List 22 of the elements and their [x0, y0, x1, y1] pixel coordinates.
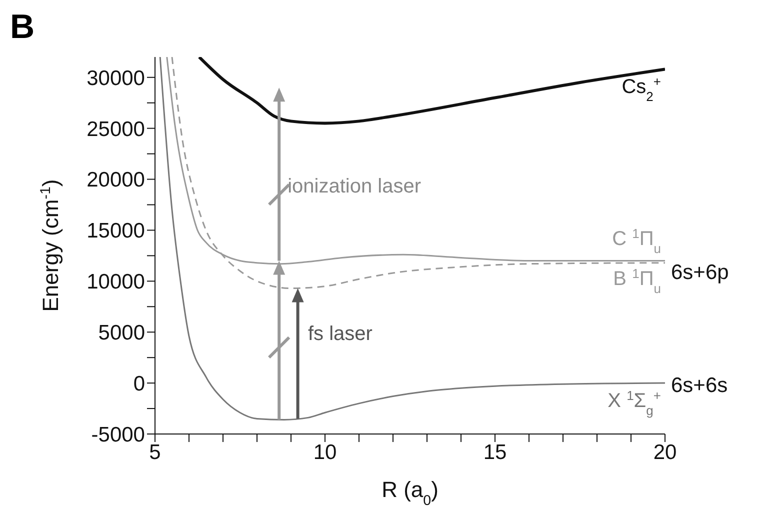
- x-axis-title: R (a$_{0}$): [382, 477, 438, 509]
- chart-title: B: [10, 8, 35, 46]
- y-tick-label: 10000: [86, 270, 145, 294]
- y-tick-label: 25000: [86, 118, 145, 141]
- y-tick-label: 30000: [86, 66, 145, 90]
- x-tick-label: 5: [149, 440, 161, 464]
- x-tick-label: 10: [313, 440, 337, 464]
- text: 6s+6s: [671, 374, 728, 398]
- line-series: [159, 57, 665, 420]
- y-tick-label: 20000: [86, 168, 145, 192]
- text: 6s+6p: [671, 260, 729, 284]
- x-tick-label: 15: [483, 440, 507, 464]
- y-tick-label: 0: [133, 372, 145, 396]
- y-tick-label: 15000: [86, 220, 145, 243]
- y-tick-label: 5000: [98, 322, 145, 345]
- annotation: fs laser: [308, 323, 373, 346]
- line-series: [198, 57, 665, 125]
- annotation: ionization laser: [288, 175, 422, 198]
- x-tick-label: 20: [653, 440, 677, 464]
- y-tick-label: -5000: [91, 423, 145, 446]
- series-label: B $^{1}$Π$_{u}$: [613, 265, 661, 296]
- series-label: C $^{1}$Π$_{u}$: [612, 225, 661, 256]
